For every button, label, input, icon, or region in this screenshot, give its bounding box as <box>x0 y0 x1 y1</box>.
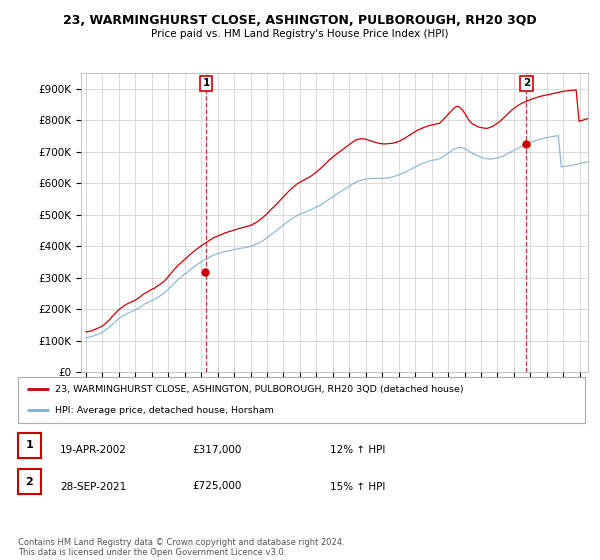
Text: 1: 1 <box>26 441 33 450</box>
Text: 2: 2 <box>26 477 33 487</box>
Text: 19-APR-2002: 19-APR-2002 <box>60 445 127 455</box>
Text: 23, WARMINGHURST CLOSE, ASHINGTON, PULBOROUGH, RH20 3QD: 23, WARMINGHURST CLOSE, ASHINGTON, PULBO… <box>63 14 537 27</box>
Text: Price paid vs. HM Land Registry's House Price Index (HPI): Price paid vs. HM Land Registry's House … <box>151 29 449 39</box>
Text: £317,000: £317,000 <box>192 445 241 455</box>
Text: 28-SEP-2021: 28-SEP-2021 <box>60 482 126 492</box>
Text: Contains HM Land Registry data © Crown copyright and database right 2024.
This d: Contains HM Land Registry data © Crown c… <box>18 538 344 557</box>
Text: 15% ↑ HPI: 15% ↑ HPI <box>330 482 385 492</box>
Text: £725,000: £725,000 <box>192 482 241 492</box>
Text: 23, WARMINGHURST CLOSE, ASHINGTON, PULBOROUGH, RH20 3QD (detached house): 23, WARMINGHURST CLOSE, ASHINGTON, PULBO… <box>55 385 463 394</box>
Text: 1: 1 <box>202 78 209 88</box>
Text: 12% ↑ HPI: 12% ↑ HPI <box>330 445 385 455</box>
Text: HPI: Average price, detached house, Horsham: HPI: Average price, detached house, Hors… <box>55 406 274 415</box>
Text: 2: 2 <box>523 78 530 88</box>
